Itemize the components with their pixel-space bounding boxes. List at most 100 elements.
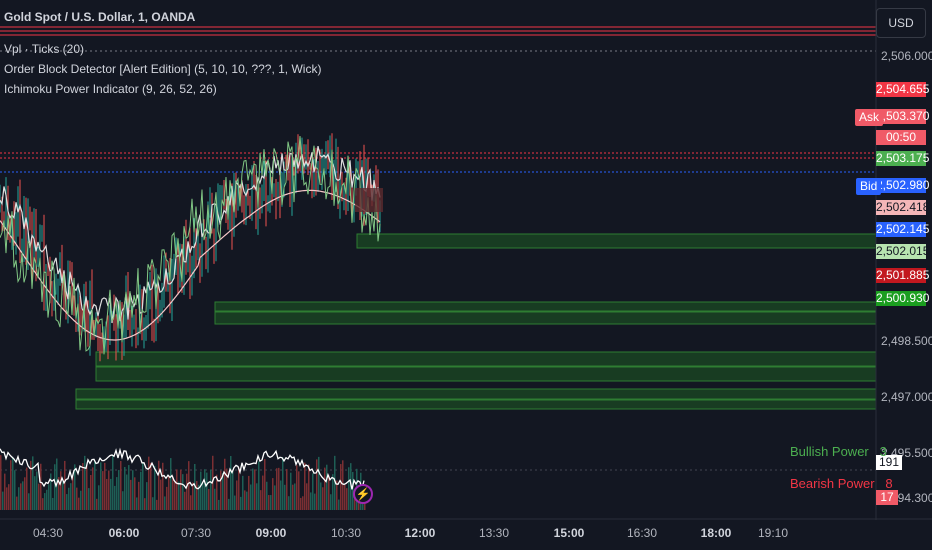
volume-bar — [254, 469, 256, 510]
volume-bar — [54, 464, 56, 510]
volume-bar — [252, 468, 254, 510]
bearish-label: Bearish Power — [790, 476, 875, 491]
volume-bar — [100, 462, 102, 510]
volume-bar — [272, 478, 274, 510]
volume-bar — [352, 472, 354, 510]
volume-bar — [24, 477, 26, 510]
volume-bar — [104, 462, 106, 510]
volume-bar — [176, 469, 178, 510]
volume-bar — [170, 458, 172, 510]
volume-bar — [62, 482, 64, 510]
volume-bar — [30, 460, 32, 510]
volume-bar — [64, 460, 66, 510]
volume-bar — [234, 495, 236, 510]
order-block — [95, 351, 877, 367]
indicator-order-block[interactable]: Order Block Detector [Alert Edition] (5,… — [4, 62, 322, 76]
volume-bar — [238, 467, 240, 510]
volume-bar — [282, 457, 284, 510]
volume-bar — [200, 471, 202, 510]
order-block — [356, 233, 877, 249]
volume-bar — [182, 474, 184, 510]
volume-bar — [336, 480, 338, 510]
volume-bar — [300, 497, 302, 510]
volume-bar — [316, 459, 318, 510]
volume-bar — [6, 487, 8, 510]
volume-tag: 191 — [876, 455, 902, 470]
volume-bar — [134, 477, 136, 510]
price-tag: 2,500.930 — [876, 291, 930, 306]
volume-bar — [126, 474, 128, 510]
ask-label: Ask — [855, 109, 884, 126]
volume-bar — [78, 497, 80, 510]
volume-bar — [208, 488, 210, 510]
time-label: 19:10 — [757, 526, 789, 540]
indicator-vpl[interactable]: Vpl · Ticks (20) — [4, 42, 85, 56]
volume-bar — [42, 498, 44, 510]
volume-bar — [4, 473, 6, 510]
volume-bar — [124, 466, 126, 510]
volume-bar — [326, 464, 328, 510]
volume-bar — [174, 481, 176, 510]
volume-bar — [298, 471, 300, 510]
volume-bar — [2, 491, 4, 510]
bullish-value: 3 — [879, 444, 887, 459]
volume-bar — [156, 499, 158, 510]
volume-bar — [34, 476, 36, 510]
volume-bar — [210, 469, 212, 510]
lightning-icon[interactable]: ⚡ — [353, 484, 373, 504]
volume-bar — [226, 468, 228, 510]
volume-bar — [296, 465, 298, 510]
volume-bar — [86, 465, 88, 510]
volume-bar — [144, 498, 146, 510]
volume-bar — [150, 462, 152, 510]
price-tag: 2,501.885 — [876, 268, 930, 283]
volume-bar — [118, 470, 120, 510]
lower-tag: 17 — [876, 490, 898, 505]
bearish-power: Bearish Power 8 — [790, 476, 893, 491]
symbol-title[interactable]: Gold Spot / U.S. Dollar, 1, OANDA — [4, 10, 196, 24]
indicator-ichimoku[interactable]: Ichimoku Power Indicator (9, 26, 52, 26) — [4, 82, 217, 96]
volume-bar — [116, 477, 118, 510]
bullish-power: Bullish Power 3 — [790, 444, 887, 459]
volume-bar — [218, 499, 220, 510]
volume-bar — [40, 463, 42, 510]
volume-bar — [16, 496, 18, 510]
volume-bar — [334, 455, 336, 510]
time-label: 09:00 — [255, 526, 287, 540]
volume-bar — [154, 465, 156, 510]
volume-bar — [342, 460, 344, 510]
volume-bar — [274, 485, 276, 510]
volume-bar — [28, 493, 30, 510]
volume-bar — [184, 491, 186, 510]
price-tag: 2,503.175 — [876, 151, 930, 166]
volume-bar — [268, 495, 270, 510]
volume-bar — [88, 488, 90, 510]
volume-bar — [10, 460, 12, 510]
volume-bar — [276, 468, 278, 510]
time-label: 13:30 — [478, 526, 510, 540]
volume-bar — [106, 478, 108, 510]
ichimoku-base-line — [0, 189, 381, 341]
volume-bar — [92, 467, 94, 510]
currency-selector[interactable]: USD — [876, 8, 926, 38]
volume-bar — [74, 464, 76, 510]
volume-bar — [344, 484, 346, 510]
price-tag: 2,504.655 — [876, 82, 930, 97]
volume-bar — [308, 464, 310, 510]
volume-bar — [246, 491, 248, 510]
volume-bar — [250, 484, 252, 510]
volume-bar — [158, 460, 160, 510]
volume-bar — [66, 494, 68, 510]
volume-bar — [178, 481, 180, 510]
volume-bar — [38, 483, 40, 510]
volume-bar — [58, 477, 60, 510]
volume-bar — [216, 474, 218, 510]
volume-bar — [50, 473, 52, 510]
volume-bar — [328, 474, 330, 510]
volume-bar — [186, 473, 188, 510]
volume-bar — [98, 485, 100, 510]
volume-bar — [72, 476, 74, 510]
volume-bar — [132, 470, 134, 510]
volume-bar — [12, 456, 14, 510]
